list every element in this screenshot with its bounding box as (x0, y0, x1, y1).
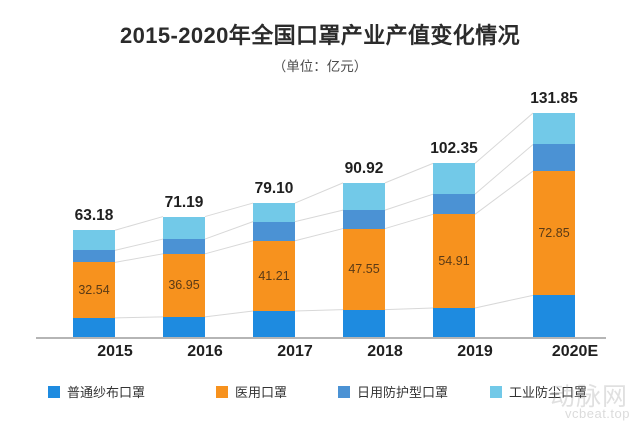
bar-total-label: 79.10 (254, 180, 294, 198)
bar-segment[interactable] (73, 250, 115, 263)
bar-segment[interactable] (73, 230, 115, 251)
bar-segment[interactable]: 47.55 (343, 228, 385, 310)
bar-segment[interactable] (343, 182, 385, 211)
bar-segment[interactable] (253, 221, 295, 241)
legend-swatch-icon (490, 385, 502, 398)
title-block: 2015-2020年全国口罩产业产值变化情况 （单位：亿元） (0, 22, 640, 77)
x-axis-label: 2015 (97, 343, 133, 360)
chart-title: 2015-2020年全国口罩产业产值变化情况 (119, 23, 520, 48)
bar-segment[interactable]: 36.95 (163, 253, 205, 317)
bar-column[interactable]: 47.55 90.92 (343, 160, 385, 338)
x-axis-label: 2020E (551, 343, 599, 360)
segment-value-label: 36.95 (168, 278, 200, 293)
segment-value-label: 47.55 (348, 262, 380, 277)
bar-segment[interactable] (533, 113, 575, 145)
bar-column[interactable]: 36.95 71.19 (163, 194, 205, 338)
bar-segment[interactable] (533, 144, 575, 172)
bars-layer: 32.54 63.18 36.95 71.19 41.21 79.10 47.55 90.92… (42, 90, 598, 338)
bar-segment[interactable] (433, 194, 475, 215)
segment-value-label: 72.85 (538, 226, 570, 241)
bar-segment[interactable] (163, 316, 205, 338)
legend-swatch-icon (48, 385, 60, 398)
bar-total-label: 63.18 (74, 207, 114, 225)
x-axis-label: 2016 (187, 343, 223, 360)
legend-label: 日用防护型口罩 (357, 385, 449, 400)
legend-swatch-icon (338, 385, 350, 398)
bar-total-label: 90.92 (344, 159, 384, 177)
watermark-text: vcbeat.top (565, 406, 630, 421)
bar-segment[interactable]: 41.21 (253, 240, 295, 312)
bar-column[interactable]: 41.21 79.10 (253, 180, 295, 338)
x-axis-label: 2017 (277, 343, 313, 360)
bar-segment[interactable] (163, 216, 205, 240)
bar-column[interactable]: 72.85 131.85 (530, 90, 578, 338)
legend-label: 医用口罩 (235, 385, 288, 400)
bar-segment[interactable] (533, 295, 575, 338)
bar-total-label: 131.85 (530, 90, 578, 108)
bar-segment[interactable]: 32.54 (73, 262, 115, 318)
x-axis-line (36, 337, 606, 339)
legend-label: 普通纱布口罩 (67, 385, 146, 400)
legend-item[interactable]: 工业防尘口罩 (490, 382, 587, 401)
x-axis-label: 2018 (367, 343, 403, 360)
bar-segment[interactable]: 72.85 (533, 171, 575, 296)
bar-column[interactable]: 32.54 63.18 (73, 207, 115, 338)
bar-segment[interactable] (343, 210, 385, 229)
legend-item[interactable]: 医用口罩 (216, 382, 287, 401)
chart-legend: 普通纱布口罩 医用口罩 日用防护型口罩 工业防尘口罩 (48, 382, 608, 406)
bar-segment[interactable] (253, 311, 295, 338)
bar-segment[interactable] (433, 307, 475, 338)
bar-column[interactable]: 54.91 102.35 (430, 140, 478, 338)
chart-subtitle: （单位：亿元） (272, 59, 368, 74)
legend-label: 工业防尘口罩 (509, 385, 588, 400)
bar-segment[interactable] (73, 317, 115, 338)
legend-item[interactable]: 普通纱布口罩 (48, 382, 145, 401)
segment-value-label: 54.91 (438, 254, 470, 269)
bar-segment[interactable]: 54.91 (433, 214, 475, 308)
bar-segment[interactable] (253, 203, 295, 222)
x-axis-labels: 2015 2016 2017 2018 2019 2020E (42, 343, 598, 369)
segment-value-label: 32.54 (78, 283, 110, 298)
bar-total-label: 102.35 (430, 140, 478, 158)
plot-area: 32.54 63.18 36.95 71.19 41.21 79.10 47.55 90.92… (42, 90, 598, 338)
segment-value-label: 41.21 (258, 268, 290, 283)
bar-segment[interactable] (433, 163, 475, 195)
x-axis-label: 2019 (457, 343, 493, 360)
bar-total-label: 71.19 (164, 193, 204, 211)
bar-segment[interactable] (163, 239, 205, 254)
legend-swatch-icon (216, 385, 228, 398)
legend-item[interactable]: 日用防护型口罩 (338, 382, 448, 401)
bar-segment[interactable] (343, 309, 385, 338)
